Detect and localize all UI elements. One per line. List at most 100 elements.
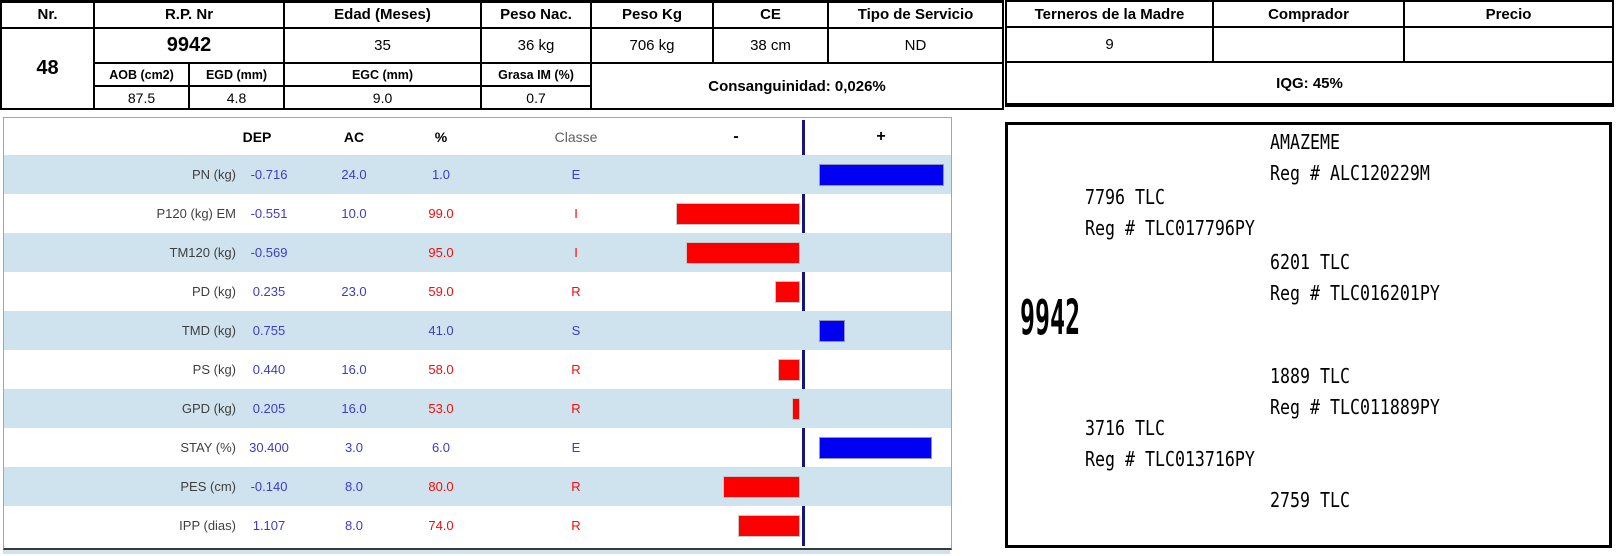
dep-row: IPP (dias) 1.107 8.0 74.0 R [4, 506, 951, 545]
dep-plus-cell [813, 194, 949, 233]
dep-table: DEP AC % Classe - + PN (kg) -0.716 24.0 1.0… [3, 117, 952, 550]
dep-row: TMD (kg) 0.755 41.0 S [4, 311, 951, 350]
value-peso-nac: 36 kg [480, 27, 593, 64]
pedigree-dam: 3716 TLC Reg # TLC013716PY [1085, 413, 1255, 475]
dep-minus-cell [608, 233, 802, 272]
dep-value: -0.551 [250, 206, 288, 221]
dep-ac-value [322, 233, 386, 272]
dep-classe: I [574, 206, 578, 221]
dep-pct-value: 95.0 [428, 245, 454, 260]
value-terneros-madre: 9 [1005, 26, 1214, 63]
dep-row: PES (cm) -0.140 8.0 80.0 R [4, 467, 951, 506]
dep-plus-cell [813, 506, 949, 545]
dep-header-classe: Classe [554, 128, 598, 145]
value-tipo-servicio: ND [827, 27, 1005, 64]
col-header-tipo-servicio: Tipo de Servicio [827, 0, 1005, 29]
dep-header-row: DEP AC % Classe - + [4, 118, 951, 155]
dep-minus-cell [608, 350, 802, 389]
dep-plus-cell [813, 155, 949, 194]
dep-pct-value: 41.0 [428, 323, 454, 338]
col-header-peso-nac: Peso Nac. [480, 0, 593, 29]
dep-ac-value: 23.0 [341, 284, 367, 299]
value-aob: 87.5 [93, 85, 190, 110]
pedigree-name: 2759 TLC [1270, 488, 1350, 512]
dep-minus-cell [608, 311, 802, 350]
dep-minus-cell [608, 389, 802, 428]
dep-value: -0.716 [250, 167, 288, 182]
dep-header-pct: % [434, 128, 448, 145]
pedigree-reg: Reg # TLC013716PY [1085, 447, 1255, 471]
dep-bar-minus [792, 397, 800, 420]
dep-row: PD (kg) 0.235 23.0 59.0 R [4, 272, 951, 311]
dep-classe: R [571, 284, 581, 299]
dep-value: 0.440 [252, 362, 286, 377]
pedigree-dam-dam: 2759 TLC [1270, 485, 1350, 516]
dep-row: PS (kg) 0.440 16.0 58.0 R [4, 350, 951, 389]
dep-classe: S [571, 323, 581, 338]
dep-row-label: TM120 (kg) [169, 245, 236, 260]
pedigree-reg: Reg # TLC016201PY [1270, 281, 1440, 305]
dep-classe: I [574, 245, 578, 260]
dep-row-label: GPD (kg) [181, 401, 236, 416]
col-header-rp-nr: R.P. Nr [92, 0, 286, 29]
dep-value: -0.569 [250, 245, 288, 260]
col-header-egd: EGD (mm) [187, 62, 286, 87]
dep-minus-cell [608, 467, 802, 506]
pedigree-reg: Reg # ALC120229M [1270, 161, 1430, 185]
sale-info-table: Terneros de la Madre Comprador Precio 9 … [1005, 0, 1614, 107]
pedigree-sire-sire: AMAZEME Reg # ALC120229M [1270, 127, 1430, 189]
dep-classe: R [571, 518, 581, 533]
pedigree-dam-sire: 1889 TLC Reg # TLC011889PY [1270, 361, 1440, 423]
dep-row: TM120 (kg) -0.569 95.0 I [4, 233, 951, 272]
dep-classe: R [571, 479, 581, 494]
value-precio [1403, 26, 1614, 63]
pedigree-name: AMAZEME [1270, 130, 1340, 154]
dep-bar-minus [738, 514, 800, 537]
dep-rows: PN (kg) -0.716 24.0 1.0 E P120 (kg) EM -0.551 1… [4, 155, 951, 545]
dep-bar-minus [775, 280, 800, 303]
dep-row-label: PN (kg) [191, 167, 236, 182]
pedigree-name: 6201 TLC [1270, 250, 1350, 274]
col-header-aob: AOB (cm2) [93, 62, 190, 87]
dep-value: 0.755 [252, 323, 286, 338]
pedigree-animal-id: 9942 [1020, 290, 1081, 346]
dep-pct-value: 1.0 [431, 167, 451, 182]
dep-row-label: TMD (kg) [181, 323, 236, 338]
dep-value: 30.400 [249, 440, 289, 455]
dep-pct-value: 99.0 [428, 206, 454, 221]
dep-ac-value [322, 311, 386, 350]
col-header-edad: Edad (Meses) [283, 0, 483, 29]
dep-pct-value: 58.0 [428, 362, 454, 377]
col-header-ce: CE [712, 0, 830, 29]
dep-minus-cell [608, 428, 802, 467]
dep-value: 0.235 [252, 284, 286, 299]
value-egd: 4.8 [187, 85, 286, 110]
col-header-precio: Precio [1403, 0, 1614, 28]
dep-classe: E [571, 440, 581, 455]
dep-ac-value: 10.0 [341, 206, 367, 221]
dep-header-dep: DEP [242, 128, 272, 145]
dep-row: P120 (kg) EM -0.551 10.0 99.0 I [4, 194, 951, 233]
value-peso-kg: 706 kg [590, 27, 715, 64]
pedigree-panel: 9942 AMAZEME Reg # ALC120229M 7796 TLC R… [1005, 122, 1612, 548]
dep-plus-cell [813, 467, 949, 506]
dep-value: 0.205 [252, 401, 286, 416]
dep-pct-value: 6.0 [431, 440, 451, 455]
dep-header-ac: AC [343, 128, 365, 145]
pedigree-sire-dam: 6201 TLC Reg # TLC016201PY [1270, 247, 1440, 309]
dep-ac-value: 16.0 [341, 401, 367, 416]
dep-bar-plus [819, 436, 932, 459]
dep-value: 1.107 [252, 518, 286, 533]
value-nr: 48 [0, 27, 95, 110]
iqg-cell: IQG: 45% [1005, 61, 1614, 107]
pedigree-sire: 7796 TLC Reg # TLC017796PY [1085, 182, 1255, 244]
dep-pct-value: 74.0 [428, 518, 454, 533]
dep-minus-cell [608, 155, 802, 194]
pedigree-reg: Reg # TLC011889PY [1270, 395, 1440, 419]
col-header-terneros-madre: Terneros de la Madre [1005, 0, 1214, 28]
col-header-egc: EGC (mm) [283, 62, 483, 87]
dep-bar-minus [778, 358, 800, 381]
dep-row-label: STAY (%) [180, 440, 236, 455]
col-header-peso-kg: Peso Kg [590, 0, 715, 29]
